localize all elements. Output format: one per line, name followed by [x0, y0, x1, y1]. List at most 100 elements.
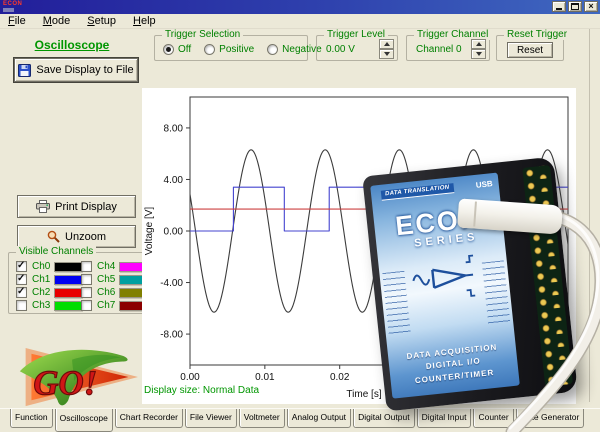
svg-text:0.00: 0.00 — [164, 227, 184, 238]
ch0-label: Ch0 — [32, 261, 51, 272]
trigger-channel-title: Trigger Channel — [414, 29, 492, 40]
menu-file[interactable]: File — [8, 15, 26, 27]
trigger-positive-label: Positive — [219, 44, 255, 55]
trigger-level-up-button[interactable] — [379, 39, 394, 49]
tab-digital-input[interactable]: Digital Input — [416, 409, 472, 428]
ch0-color-swatch — [54, 261, 82, 272]
menu-setup[interactable]: Setup — [87, 15, 117, 27]
menu-mode[interactable]: Mode — [42, 15, 71, 27]
trigger-off-label: Off — [178, 44, 192, 55]
go-logo: GO! — [19, 347, 138, 407]
ch3-checkbox[interactable]: ✓ — [16, 300, 27, 311]
svg-text:Voltage [V]: Voltage [V] — [144, 207, 155, 256]
reset-button[interactable]: Reset — [507, 42, 553, 58]
ch3-label: Ch3 — [32, 300, 51, 311]
menu-help[interactable]: Help — [133, 15, 156, 27]
ch7-label: Ch7 — [97, 300, 116, 311]
ch3-color-swatch — [54, 300, 82, 311]
ch2-checkbox[interactable]: ✓ — [16, 286, 27, 298]
trigger-negative-radio[interactable] — [267, 44, 279, 55]
trigger-channel-down-button[interactable] — [471, 49, 486, 59]
check-icon: ✓ — [17, 286, 26, 297]
save-display-button[interactable]: Save Display to File — [13, 57, 139, 83]
magnifier-icon — [47, 230, 60, 243]
ch5-label: Ch5 — [97, 274, 116, 285]
ch1-checkbox[interactable]: ✓ — [16, 273, 27, 285]
tab-function[interactable]: Function — [10, 409, 53, 428]
ch6-label: Ch6 — [97, 287, 116, 298]
titlebar: ECON × — [0, 0, 600, 14]
printer-icon — [36, 200, 51, 213]
visible-channels-title: Visible Channels — [16, 246, 97, 257]
arrow-down-icon — [475, 52, 482, 56]
device-brand: DATA TRANSLATION — [380, 183, 454, 201]
unzoom-button[interactable]: Unzoom — [17, 225, 136, 248]
device-label: DATA TRANSLATION USB ECON SERIES DATA AC… — [370, 172, 520, 399]
trigger-channel-group: Trigger Channel Channel 0 — [406, 29, 492, 61]
ch4-checkbox[interactable]: ✓ — [81, 261, 92, 272]
trigger-positive-radio[interactable] — [204, 44, 216, 55]
tab-bar: Function Oscilloscope Chart Recorder Fil… — [0, 408, 600, 432]
arrow-up-icon — [383, 42, 390, 46]
trigger-level-value: 0.00 V — [326, 44, 355, 55]
close-button[interactable]: × — [584, 1, 598, 12]
tab-voltmeter[interactable]: Voltmeter — [238, 409, 285, 428]
svg-text:8.00: 8.00 — [164, 123, 184, 134]
reset-trigger-title: Reset Trigger — [504, 29, 571, 40]
print-display-button[interactable]: Print Display — [17, 195, 136, 218]
ch6-checkbox[interactable]: ✓ — [81, 287, 92, 298]
trigger-selection-group: Trigger Selection Off Positive Negative — [154, 29, 322, 61]
page-title: Oscilloscope — [34, 38, 110, 52]
window-title: ECON — [3, 1, 23, 7]
restore-icon — [571, 3, 579, 10]
svg-text:0.01: 0.01 — [255, 372, 275, 383]
trigger-channel-value: Channel 0 — [416, 44, 462, 55]
arrow-down-icon — [383, 52, 390, 56]
trigger-level-title: Trigger Level — [324, 29, 388, 40]
menu-bar: File Mode Setup Help — [0, 14, 600, 29]
arrow-up-icon — [475, 42, 482, 46]
device-caption: DATA ACQUISITION DIGITAL I/O COUNTER/TIM… — [388, 339, 519, 389]
trigger-level-down-button[interactable] — [379, 49, 394, 59]
ch1-color-swatch — [54, 274, 82, 285]
tab-rate-generator[interactable]: Rate Generator — [515, 409, 585, 428]
ch0-checkbox[interactable]: ✓ — [16, 260, 27, 272]
trigger-negative-label: Negative — [282, 44, 322, 55]
tab-digital-output[interactable]: Digital Output — [353, 409, 415, 428]
check-icon: ✓ — [17, 273, 26, 284]
unzoom-label: Unzoom — [65, 230, 106, 243]
trigger-level-spinner — [379, 39, 394, 59]
ch7-checkbox[interactable]: ✓ — [81, 300, 92, 311]
go-logo-text: GO! — [33, 363, 97, 402]
pin-list-right — [481, 260, 511, 327]
pin-list-left — [382, 270, 411, 337]
floppy-icon — [18, 63, 32, 77]
svg-text:4.00: 4.00 — [164, 175, 184, 186]
visible-channels-group: Visible Channels ✓ Ch0 ✓ Ch1 ✓ Ch2 ✓ Ch3… — [8, 246, 148, 314]
tab-chart-recorder[interactable]: Chart Recorder — [114, 409, 183, 428]
minimize-button[interactable] — [552, 1, 566, 12]
device-body: DATA TRANSLATION USB ECON SERIES DATA AC… — [362, 156, 578, 412]
tab-counter[interactable]: Counter — [473, 409, 514, 428]
trigger-level-group: Trigger Level 0.00 V — [316, 29, 398, 61]
app-icon — [3, 8, 14, 12]
svg-text:0.00: 0.00 — [180, 372, 200, 383]
check-icon: ✓ — [17, 260, 26, 271]
device-photo: DATA TRANSLATION USB ECON SERIES DATA AC… — [362, 156, 578, 412]
device-usb-label: USB — [475, 179, 494, 190]
tab-analog-output[interactable]: Analog Output — [286, 409, 352, 428]
restore-button[interactable] — [568, 1, 582, 12]
ch5-checkbox[interactable]: ✓ — [81, 274, 92, 285]
minimize-icon — [556, 8, 562, 10]
svg-text:Time [s]: Time [s] — [346, 389, 381, 400]
tab-file-viewer[interactable]: File Viewer — [184, 409, 237, 428]
tab-oscilloscope[interactable]: Oscilloscope — [54, 409, 113, 432]
svg-text:0.02: 0.02 — [330, 372, 350, 383]
trigger-channel-spinner — [471, 39, 486, 59]
trigger-selection-title: Trigger Selection — [162, 29, 244, 40]
close-icon: × — [588, 1, 594, 11]
trigger-off-radio[interactable] — [163, 44, 174, 55]
opamp-icon — [412, 254, 476, 297]
trigger-channel-up-button[interactable] — [471, 39, 486, 49]
